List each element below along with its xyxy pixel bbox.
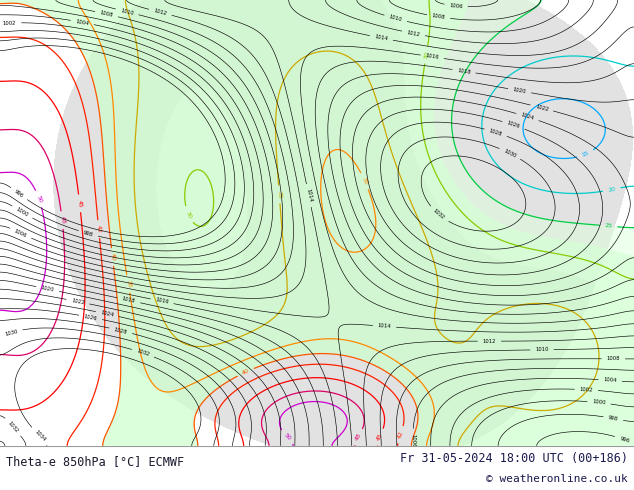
Text: Fr 31-05-2024 18:00 UTC (00+186): Fr 31-05-2024 18:00 UTC (00+186) <box>399 452 628 465</box>
Text: 1010: 1010 <box>120 8 134 16</box>
Text: 25: 25 <box>604 223 612 229</box>
Text: 38: 38 <box>125 280 131 288</box>
Text: 1022: 1022 <box>71 298 85 305</box>
Text: 1018: 1018 <box>457 68 471 74</box>
Text: 30: 30 <box>184 210 192 219</box>
Text: 1002: 1002 <box>579 387 593 392</box>
Text: 1034: 1034 <box>34 429 46 442</box>
Text: © weatheronline.co.uk: © weatheronline.co.uk <box>486 474 628 484</box>
Text: 1012: 1012 <box>153 8 167 16</box>
Text: 1022: 1022 <box>534 104 549 112</box>
Text: 45: 45 <box>77 199 82 208</box>
Text: 1032: 1032 <box>432 208 446 221</box>
Text: 15: 15 <box>581 150 590 158</box>
Text: 1016: 1016 <box>155 297 169 305</box>
Text: 1008: 1008 <box>432 13 446 20</box>
Text: 20: 20 <box>607 186 616 193</box>
Text: 1000: 1000 <box>592 399 606 406</box>
Text: 48: 48 <box>59 216 65 224</box>
Text: 1016: 1016 <box>425 53 439 60</box>
Text: 1010: 1010 <box>535 347 549 352</box>
Text: 1026: 1026 <box>507 121 521 130</box>
Text: 1030: 1030 <box>4 329 18 337</box>
Text: 1002: 1002 <box>3 20 16 25</box>
Text: 1010: 1010 <box>389 14 403 23</box>
Text: 1024: 1024 <box>521 113 534 122</box>
Text: 1026: 1026 <box>84 314 98 321</box>
Text: 50: 50 <box>36 195 42 203</box>
Text: 1006: 1006 <box>411 434 416 447</box>
Text: 1008: 1008 <box>100 10 113 18</box>
Text: 996: 996 <box>619 436 630 443</box>
Text: 1006: 1006 <box>13 228 28 238</box>
Text: 35: 35 <box>276 190 282 198</box>
Text: 1032: 1032 <box>7 420 19 434</box>
Text: 1030: 1030 <box>503 148 517 159</box>
Text: 50: 50 <box>283 432 292 441</box>
Text: 1018: 1018 <box>122 296 136 304</box>
Text: 1028: 1028 <box>489 128 503 137</box>
Text: 1014: 1014 <box>378 323 391 329</box>
Text: 1028: 1028 <box>113 327 128 335</box>
Text: 1012: 1012 <box>406 30 420 37</box>
Text: Theta-e 850hPa [°C] ECMWF: Theta-e 850hPa [°C] ECMWF <box>6 455 184 468</box>
Text: 30: 30 <box>423 50 429 59</box>
Text: 996: 996 <box>13 189 25 199</box>
Text: 1000: 1000 <box>15 207 29 218</box>
Text: 40: 40 <box>241 368 250 376</box>
Text: 1032: 1032 <box>136 348 150 358</box>
Text: 38: 38 <box>361 176 368 186</box>
Text: 1006: 1006 <box>449 3 463 9</box>
Text: 40: 40 <box>110 253 115 261</box>
Text: 1004: 1004 <box>75 19 89 26</box>
Text: 48: 48 <box>354 432 362 441</box>
Text: 45: 45 <box>376 432 384 441</box>
Text: 42: 42 <box>96 225 101 233</box>
Text: 1020: 1020 <box>41 285 55 293</box>
Text: 1014: 1014 <box>305 189 313 203</box>
Text: 1008: 1008 <box>607 356 620 361</box>
Text: 1012: 1012 <box>482 339 496 343</box>
Text: 1024: 1024 <box>100 310 115 318</box>
Text: 998: 998 <box>608 415 619 422</box>
Text: 998: 998 <box>83 230 94 237</box>
Text: 1020: 1020 <box>512 87 527 95</box>
Text: 42: 42 <box>397 430 404 439</box>
Text: 1014: 1014 <box>374 34 389 42</box>
Text: 1004: 1004 <box>603 377 617 383</box>
